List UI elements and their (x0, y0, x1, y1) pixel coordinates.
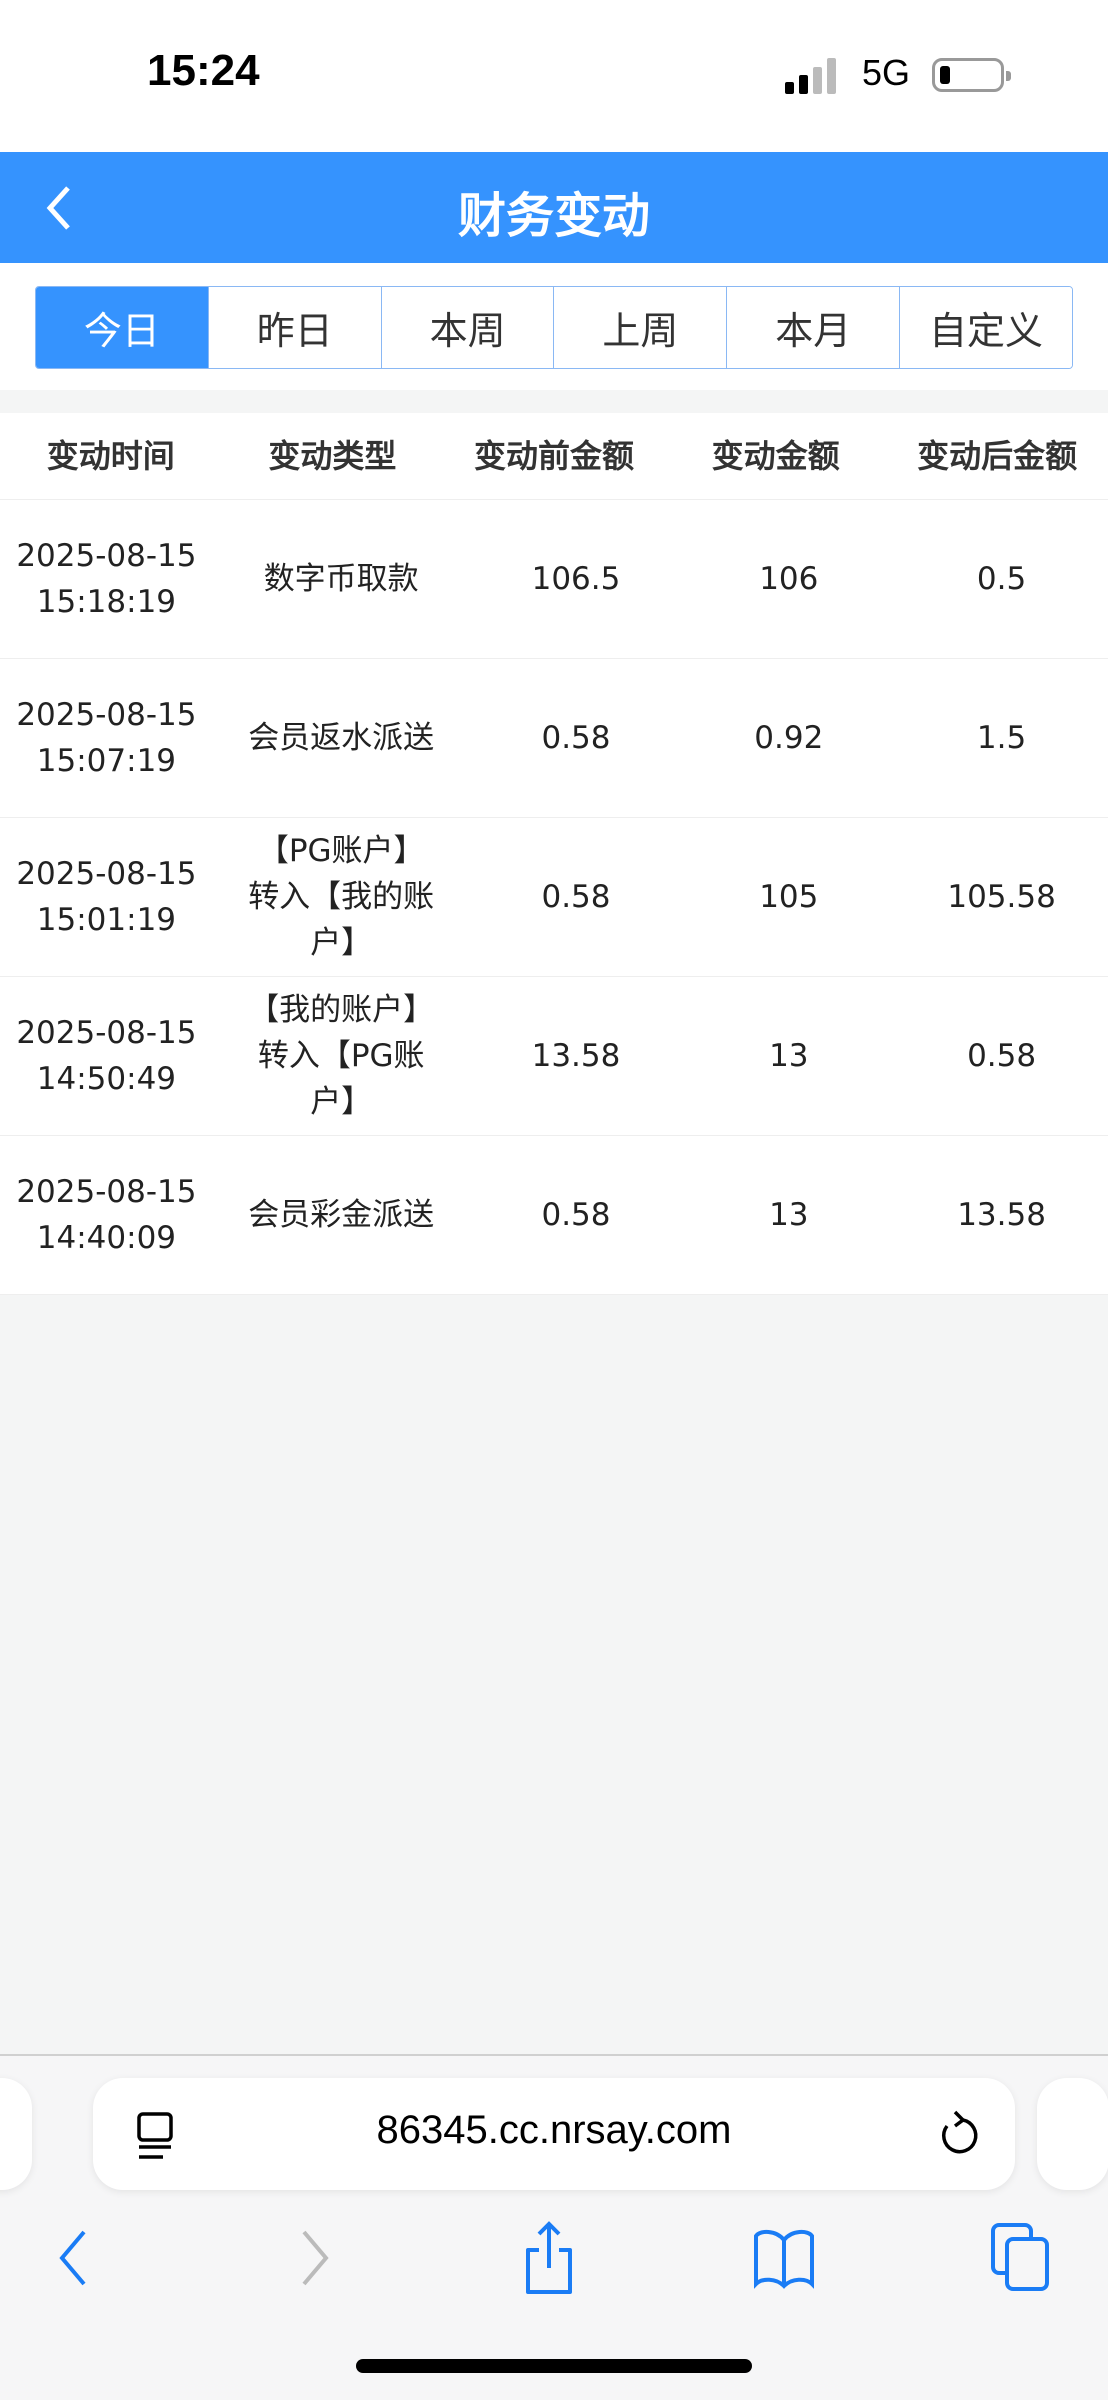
signal-icon (785, 58, 836, 94)
column-header: 变动前金额 (473, 437, 634, 475)
table-row[interactable]: 2025-08-15 14:50:49 【我的账户】转入【PG账户】 13.58 13 0… (0, 977, 1108, 1136)
url-text: 86345.cc.nrsay.com (376, 2108, 732, 2152)
cell-time: 15:01:19 (36, 902, 177, 938)
column-header: 变动类型 (268, 437, 397, 475)
browser-toolbar: 86345.cc.nrsay.com (0, 2054, 1108, 2400)
bookmarks-icon[interactable] (752, 2228, 816, 2290)
date-filter: 今日 昨日 本周 上周 本月 自定义 (0, 263, 1108, 390)
cell-type: 【PG账户】转入【我的账户】 (248, 833, 435, 961)
cell-date: 2025-08-15 (16, 697, 197, 733)
tab-2[interactable]: 本周 (380, 287, 554, 368)
browser-forward-icon[interactable] (296, 2228, 332, 2288)
column-header: 变动金额 (711, 437, 840, 475)
cell-before: 0.58 (541, 720, 611, 756)
cell-date: 2025-08-15 (16, 1015, 197, 1051)
next-tab-preview[interactable] (1037, 2078, 1108, 2190)
home-indicator (356, 2359, 752, 2373)
cell-date: 2025-08-15 (16, 538, 197, 574)
column-header: 变动时间 (46, 437, 175, 475)
cell-date: 2025-08-15 (16, 1174, 197, 1210)
cell-type: 【我的账户】转入【PG账户】 (248, 992, 435, 1120)
cell-before: 0.58 (541, 1197, 611, 1233)
table-row[interactable]: 2025-08-15 15:01:19 【PG账户】转入【我的账户】 0.58 105 1… (0, 818, 1108, 977)
tab-3[interactable]: 上周 (553, 287, 727, 368)
status-time: 15:24 (147, 46, 260, 95)
cell-before: 13.58 (531, 1038, 621, 1074)
share-icon[interactable] (522, 2220, 576, 2296)
browser-back-icon[interactable] (56, 2228, 92, 2288)
cell-after: 0.5 (976, 561, 1027, 597)
table-row[interactable]: 2025-08-15 15:18:19 数字币取款 106.5 106 0.5 (0, 500, 1108, 659)
reload-icon[interactable] (935, 2110, 981, 2160)
cell-after: 13.58 (957, 1197, 1046, 1233)
prev-tab-preview[interactable] (0, 2078, 32, 2190)
time-cell: 2025-08-15 15:01:19 (0, 851, 213, 943)
battery-icon (932, 58, 1011, 92)
finance-table: 变动时间 变动类型 变动前金额 变动金额 变动后金额 2025-08-15 15:18:1… (0, 413, 1108, 1295)
column-header: 变动后金额 (917, 437, 1078, 475)
table-header: 变动时间 变动类型 变动前金额 变动金额 变动后金额 (0, 413, 1108, 500)
cell-before: 106.5 (531, 561, 621, 597)
tabs-icon[interactable] (990, 2222, 1052, 2292)
cell-amount: 105 (759, 879, 819, 915)
cell-amount: 0.92 (754, 720, 824, 756)
time-cell: 2025-08-15 15:07:19 (0, 692, 213, 784)
time-cell: 2025-08-15 14:50:49 (0, 1010, 213, 1102)
cell-amount: 106 (759, 561, 819, 597)
cell-time: 15:18:19 (36, 584, 177, 620)
cell-type: 数字币取款 (263, 561, 419, 597)
status-bar: 15:24 5G (0, 0, 1108, 152)
table-row[interactable]: 2025-08-15 14:40:09 会员彩金派送 0.58 13 13.58 (0, 1136, 1108, 1295)
time-cell: 2025-08-15 14:40:09 (0, 1169, 213, 1261)
page-title: 财务变动 (457, 188, 650, 244)
time-cell: 2025-08-15 15:18:19 (0, 533, 213, 625)
tab-4[interactable]: 本月 (726, 287, 900, 368)
tab-5[interactable]: 自定义 (899, 287, 1072, 368)
nav-header: 财务变动 (0, 152, 1108, 263)
tab-1[interactable]: 昨日 (207, 287, 381, 368)
cell-after: 0.58 (967, 1038, 1037, 1074)
cell-amount: 13 (769, 1038, 809, 1074)
cell-before: 0.58 (541, 879, 611, 915)
reader-icon[interactable] (135, 2112, 175, 2162)
network-label: 5G (862, 52, 911, 93)
cell-time: 14:50:49 (36, 1061, 177, 1097)
cell-after: 105.58 (947, 879, 1056, 915)
cell-date: 2025-08-15 (16, 856, 197, 892)
cell-type: 会员彩金派送 (248, 1197, 435, 1233)
address-bar[interactable]: 86345.cc.nrsay.com (93, 2078, 1015, 2190)
cell-after: 1.5 (976, 720, 1027, 756)
back-button[interactable] (40, 180, 80, 236)
cell-type: 会员返水派送 (248, 720, 435, 756)
cell-time: 14:40:09 (36, 1220, 177, 1256)
table-row[interactable]: 2025-08-15 15:07:19 会员返水派送 0.58 0.92 1.5 (0, 659, 1108, 818)
cell-time: 15:07:19 (36, 743, 177, 779)
cell-amount: 13 (769, 1197, 809, 1233)
tab-0[interactable]: 今日 (36, 287, 208, 368)
